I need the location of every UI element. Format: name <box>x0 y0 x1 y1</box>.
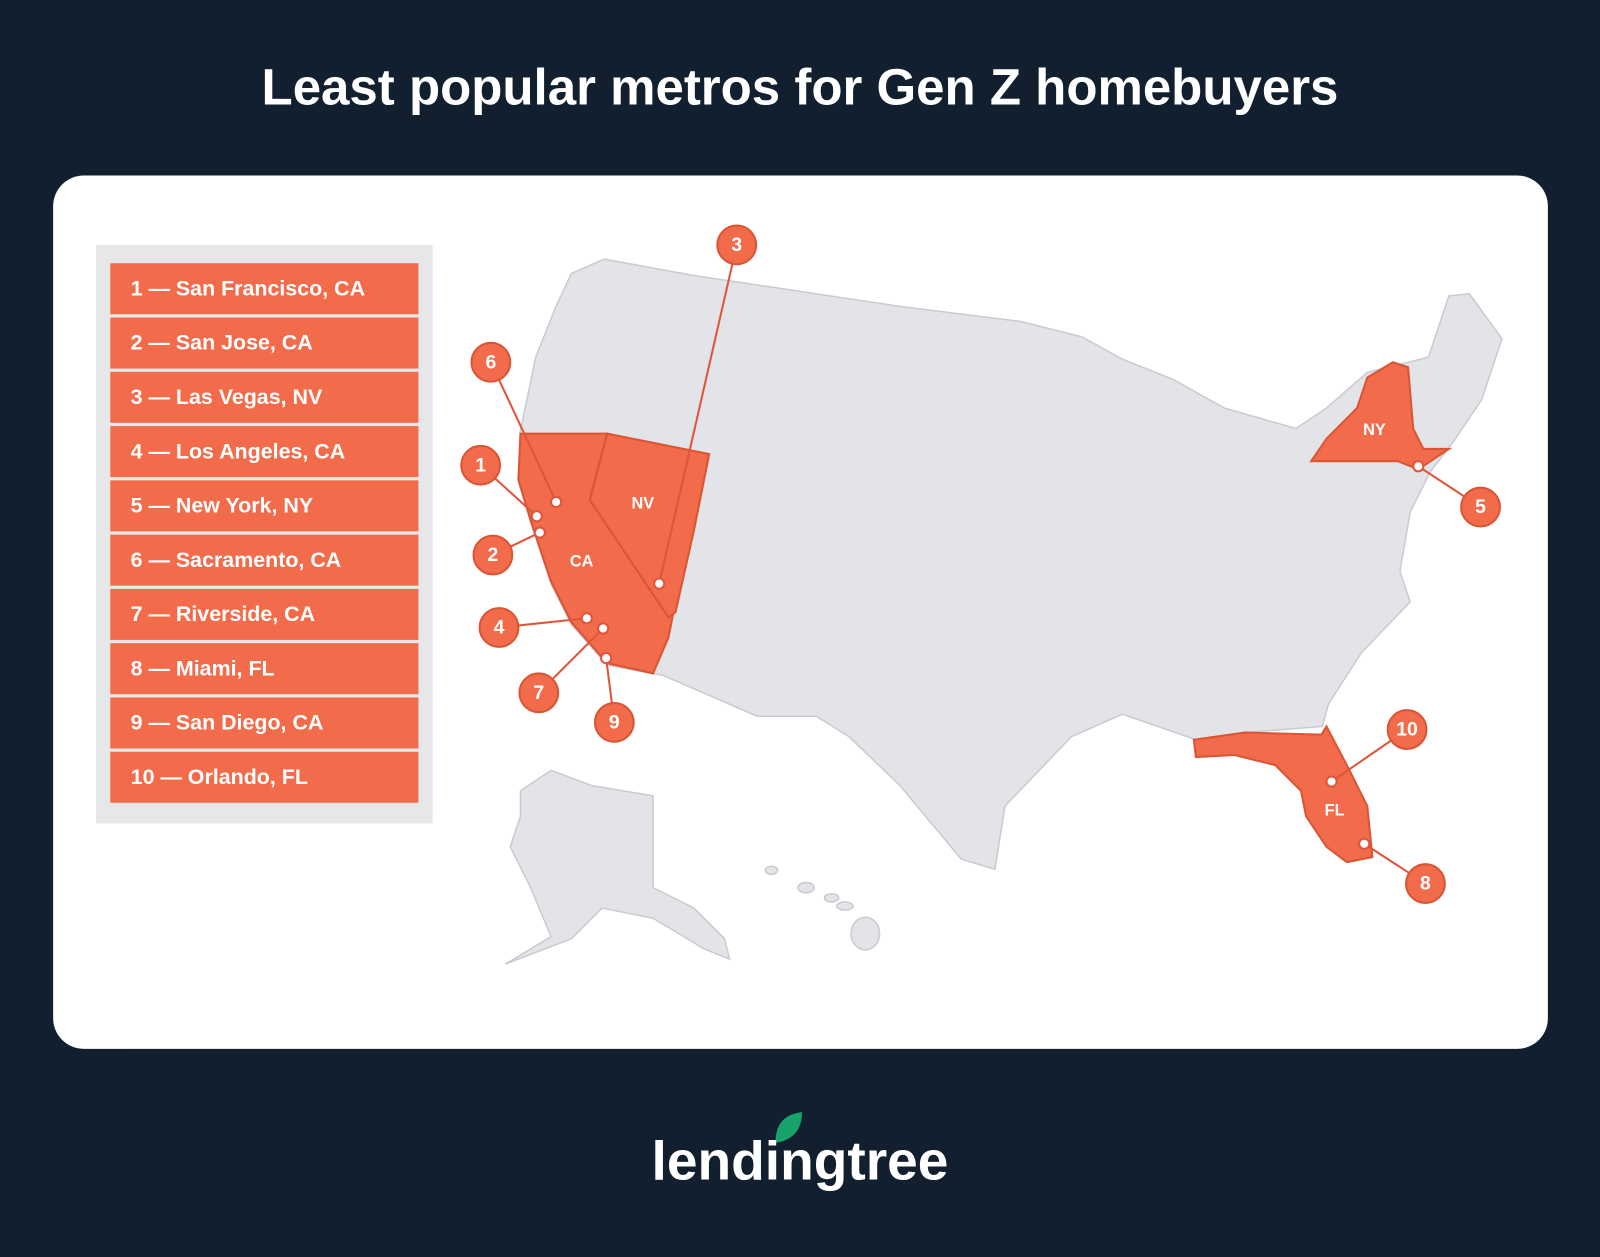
marker-circle <box>472 534 514 576</box>
list-item <box>110 426 419 478</box>
florida <box>1192 724 1374 864</box>
marker-label: 6 <box>485 351 496 373</box>
state-label: NY <box>1363 421 1386 439</box>
marker-label: 9 <box>609 712 620 734</box>
list-item-text: 1 — San Francisco, CA <box>131 276 365 300</box>
marker-circle <box>716 224 758 266</box>
list-item-text: 6 — Sacramento, CA <box>131 548 342 572</box>
list-item-text: 4 — Los Angeles, CA <box>131 439 346 463</box>
marker-circle <box>593 701 635 743</box>
marker-label: 1 <box>475 454 486 476</box>
marker-label: 5 <box>1475 496 1486 518</box>
marker-label: 4 <box>494 617 505 639</box>
list-item <box>110 643 419 695</box>
location-dot <box>550 495 563 509</box>
marker-circle <box>1386 709 1428 750</box>
list-item <box>110 534 419 586</box>
list-item-text: 2 — San Jose, CA <box>131 331 313 355</box>
us-mainland <box>517 258 1503 871</box>
title: Least popular metros for Gen Z homebuyer… <box>262 58 1339 115</box>
location-dot <box>1358 837 1371 850</box>
list-item <box>110 263 419 315</box>
logo-text: lendingtree <box>652 1130 949 1192</box>
marker-label: 7 <box>533 682 544 704</box>
location-dot <box>530 510 543 523</box>
location-dot <box>1325 775 1338 788</box>
state-label: NV <box>632 494 655 512</box>
marker-label: 8 <box>1420 873 1431 895</box>
list-item <box>110 317 419 369</box>
location-dot <box>533 526 546 539</box>
marker-circle <box>518 672 560 714</box>
list-item <box>110 480 419 532</box>
list-item <box>110 371 419 423</box>
state-label: CA <box>570 552 594 570</box>
list-item <box>110 588 419 640</box>
leader-line <box>489 361 558 503</box>
marker-label: 10 <box>1396 719 1418 741</box>
marker-circle <box>460 444 502 486</box>
leader-line <box>658 244 738 584</box>
marker-circle <box>478 607 520 648</box>
list-item-text: 10 — Orlando, FL <box>131 765 308 789</box>
list-item-text: 9 — San Diego, CA <box>131 711 324 735</box>
list-item-text: 8 — Miami, FL <box>131 656 275 680</box>
location-dot <box>596 622 610 635</box>
logo: lendingtree <box>652 1112 949 1192</box>
marker-label: 3 <box>731 234 742 256</box>
location-dot <box>653 577 666 590</box>
map <box>504 258 1503 965</box>
marker-circle <box>470 341 512 383</box>
marker-circle <box>1405 863 1446 904</box>
list-item <box>110 751 419 803</box>
alaska <box>504 769 731 965</box>
nevada <box>588 432 711 619</box>
logo-leaf <box>775 1112 803 1143</box>
list-item-text: 7 — Riverside, CA <box>131 602 315 626</box>
location-dot <box>1412 460 1425 473</box>
list-item-text: 3 — Las Vegas, NV <box>131 385 323 409</box>
location-dot <box>580 612 593 625</box>
list-item <box>110 697 419 749</box>
location-dot <box>600 651 613 665</box>
list-item-text: 5 — New York, NY <box>131 494 313 518</box>
marker-circle <box>1460 486 1501 528</box>
marker-label: 2 <box>488 544 499 566</box>
hawaii <box>764 865 881 951</box>
state-label: FL <box>1325 801 1345 819</box>
